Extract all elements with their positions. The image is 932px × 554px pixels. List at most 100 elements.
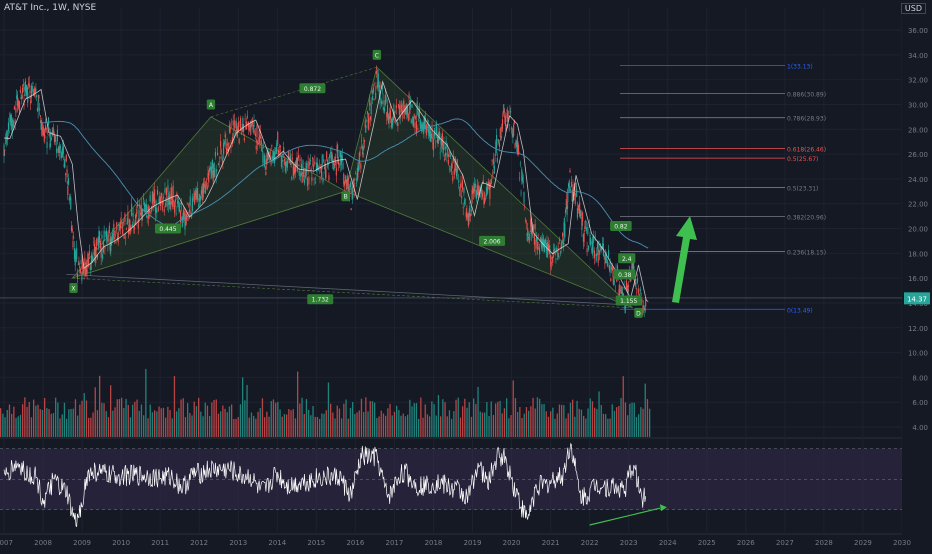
volume-bar bbox=[158, 406, 160, 437]
candle-body bbox=[592, 242, 594, 253]
candle-body bbox=[464, 199, 466, 205]
candle-body bbox=[524, 219, 527, 221]
candle-body bbox=[634, 281, 636, 286]
candle-body bbox=[468, 212, 470, 221]
candle-body bbox=[586, 248, 588, 253]
candle-body bbox=[508, 124, 510, 126]
candle-body bbox=[491, 160, 493, 162]
candle-body bbox=[631, 267, 633, 269]
candle-body bbox=[231, 121, 233, 123]
candle-body bbox=[25, 84, 27, 93]
volume-bar bbox=[444, 402, 446, 437]
volume-bar bbox=[578, 408, 580, 437]
candle-body bbox=[183, 211, 185, 217]
volume-bar bbox=[360, 398, 363, 437]
candle-body bbox=[375, 71, 377, 74]
volume-bar bbox=[121, 397, 123, 437]
candle-body bbox=[590, 249, 593, 251]
candle-body bbox=[172, 185, 174, 197]
last-price-badge bbox=[904, 292, 930, 305]
volume-bar bbox=[563, 405, 565, 437]
candle-body bbox=[184, 220, 186, 230]
volume-bar bbox=[301, 397, 303, 437]
candle-body bbox=[305, 172, 307, 174]
volume-bar bbox=[235, 418, 237, 437]
x-tick-label: 2019 bbox=[464, 539, 482, 547]
candle-body bbox=[127, 212, 129, 223]
fib-label: 1(33.13) bbox=[787, 64, 813, 71]
volume-bar bbox=[222, 405, 224, 437]
candle-body bbox=[242, 117, 244, 128]
volume-bar bbox=[435, 415, 437, 437]
candle-body bbox=[254, 131, 256, 133]
candle-body bbox=[435, 123, 438, 134]
candle-body bbox=[597, 253, 599, 263]
candle-body bbox=[400, 104, 402, 112]
candle-body bbox=[528, 238, 530, 243]
volume-bar bbox=[354, 413, 356, 437]
candle-body bbox=[628, 285, 630, 287]
volume-bar bbox=[488, 416, 490, 437]
candle-body bbox=[293, 164, 295, 176]
candle-body bbox=[567, 183, 570, 188]
candle-body bbox=[466, 211, 468, 217]
volume-bar bbox=[420, 397, 422, 437]
candle-body bbox=[182, 209, 185, 219]
candle-body bbox=[524, 205, 526, 207]
volume-bar bbox=[145, 368, 147, 437]
candle-body bbox=[544, 239, 547, 244]
candle-body bbox=[619, 289, 622, 291]
candle-body bbox=[605, 257, 607, 261]
candle-body bbox=[441, 133, 443, 146]
candle-body bbox=[225, 148, 228, 154]
currency-badge[interactable]: USD bbox=[900, 3, 926, 14]
volume-bar bbox=[530, 406, 532, 437]
candle-body bbox=[169, 194, 171, 205]
candle-body bbox=[3, 144, 5, 156]
symbol-title: AT&T Inc., 1W, NYSE bbox=[4, 3, 97, 13]
pattern-label-box bbox=[615, 295, 642, 306]
candle-body bbox=[62, 147, 64, 155]
fib-label: 0.786(28.93) bbox=[787, 116, 826, 123]
candle-body bbox=[302, 160, 304, 169]
candle-body bbox=[344, 176, 346, 178]
candle-body bbox=[570, 181, 573, 187]
candle-body bbox=[374, 83, 376, 85]
candle-body bbox=[644, 308, 646, 309]
candle-body bbox=[372, 87, 374, 93]
candle-body bbox=[627, 288, 629, 294]
volume-bar bbox=[72, 408, 74, 437]
candle-body bbox=[154, 213, 156, 215]
volume-bar bbox=[550, 411, 552, 437]
candle-body bbox=[37, 101, 39, 112]
candle-body bbox=[554, 252, 556, 255]
candle-body bbox=[203, 183, 205, 187]
candle-body bbox=[157, 190, 159, 195]
volume-bar bbox=[646, 399, 649, 437]
candle-body bbox=[195, 187, 197, 198]
volume-bar bbox=[369, 401, 371, 437]
volume-bar bbox=[180, 399, 182, 437]
candle-body bbox=[75, 256, 77, 259]
candle-body bbox=[313, 178, 315, 180]
volume-bar bbox=[470, 416, 473, 437]
candle-body bbox=[483, 197, 485, 205]
candle-body bbox=[485, 193, 487, 196]
volume-bar bbox=[226, 412, 228, 437]
candle-body bbox=[364, 120, 366, 128]
candle-body bbox=[204, 190, 206, 193]
candle-body bbox=[142, 213, 144, 217]
candle-body bbox=[33, 90, 35, 96]
candle-body bbox=[8, 130, 10, 132]
pattern-label: 2.4 bbox=[622, 256, 632, 263]
candle-body bbox=[489, 186, 491, 199]
candle-body bbox=[475, 184, 477, 186]
candle-body bbox=[409, 106, 411, 114]
candle-body bbox=[452, 175, 454, 182]
candle-body bbox=[228, 124, 231, 133]
volume-bar bbox=[398, 410, 400, 437]
candle-body bbox=[189, 196, 191, 205]
candle-body bbox=[377, 69, 379, 83]
candle-body bbox=[176, 193, 178, 196]
candle-body bbox=[145, 204, 147, 214]
